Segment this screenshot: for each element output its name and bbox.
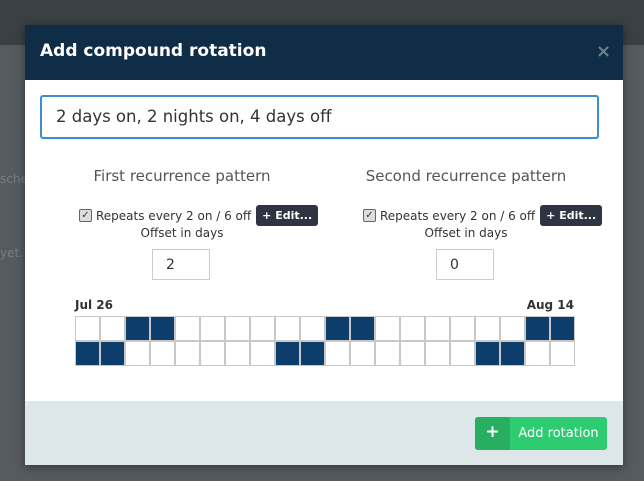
calendar-cell (175, 316, 200, 341)
close-button[interactable]: × (596, 41, 612, 62)
calendar-cell (325, 340, 350, 366)
calendar-cell (75, 316, 100, 341)
button-icon: + (475, 417, 510, 450)
calendar-cell (150, 316, 175, 341)
calendar-cell (375, 340, 400, 366)
name-input[interactable]: 2 days on, 2 nights on, 4 days off (40, 95, 599, 139)
repeats-label: Repeats every 2 on / 6 off (96, 208, 252, 223)
calendar-cell (400, 340, 425, 366)
calendar-cell (375, 316, 400, 341)
calendar-cell (300, 340, 325, 366)
checkbox[interactable]: ✓ (363, 209, 376, 222)
modal-title: Add compound rotation (40, 41, 267, 61)
calendar-cell (425, 340, 450, 366)
calendar-cell (150, 340, 175, 366)
calendar-cell (525, 340, 550, 366)
calendar-cell (525, 316, 550, 341)
calendar-cell (500, 340, 525, 366)
button-label: Add rotation (518, 426, 599, 441)
calendar-cell (450, 316, 475, 341)
calendar-cell (550, 316, 575, 341)
offset-label: Offset in days (140, 226, 224, 240)
calendar-cell (100, 340, 125, 366)
calendar-start: Jul 26 (75, 298, 113, 312)
calendar-cell (250, 340, 275, 366)
calendar-cell (100, 316, 125, 341)
calendar-cell (425, 316, 450, 341)
edit-button[interactable]: + Edit... (256, 205, 319, 226)
offset-label: Offset in days (424, 226, 508, 240)
calendar-cell (325, 316, 350, 341)
calendar-cell (550, 340, 575, 366)
calendar-cell (475, 340, 500, 366)
offset-input[interactable]: 0 (436, 249, 494, 280)
calendar-cell (275, 316, 300, 341)
calendar-cell (500, 316, 525, 341)
calendar-cell (400, 316, 425, 341)
repeats-label: Repeats every 2 on / 6 off (380, 208, 536, 223)
pattern-title: First recurrence pattern (93, 167, 271, 185)
calendar-end: Aug 14 (526, 298, 574, 312)
pattern-title: Second recurrence pattern (365, 167, 567, 185)
calendar-cell (475, 316, 500, 341)
background-text: sche (0, 172, 28, 186)
calendar-cell (350, 316, 375, 341)
calendar-cell (225, 340, 250, 366)
edit-button[interactable]: + Edit... (540, 205, 603, 226)
calendar-cell (225, 316, 250, 341)
calendar-cell (300, 316, 325, 341)
calendar-cell (275, 340, 300, 366)
modal: Add compound rotation × 2 days on, 2 nig… (25, 25, 623, 465)
calendar-cell (450, 340, 475, 366)
checkbox[interactable]: ✓ (79, 209, 92, 222)
calendar-cell (200, 316, 225, 341)
calendar-cell (350, 340, 375, 366)
modal-header: Add compound rotation × (25, 25, 623, 80)
calendar-cell (200, 340, 225, 366)
calendar-cell (75, 340, 100, 366)
calendar-cell (125, 340, 150, 366)
calendar-cell (250, 316, 275, 341)
calendar-cell (175, 340, 200, 366)
offset-input[interactable]: 2 (152, 249, 210, 280)
add-rotation-button[interactable]: + Add rotation (475, 417, 607, 450)
repeats-row: ✓ Repeats every 2 on / 6 off + Edit... (363, 205, 603, 226)
calendar-cell (125, 316, 150, 341)
repeats-row: ✓ Repeats every 2 on / 6 off + Edit... (79, 205, 319, 226)
